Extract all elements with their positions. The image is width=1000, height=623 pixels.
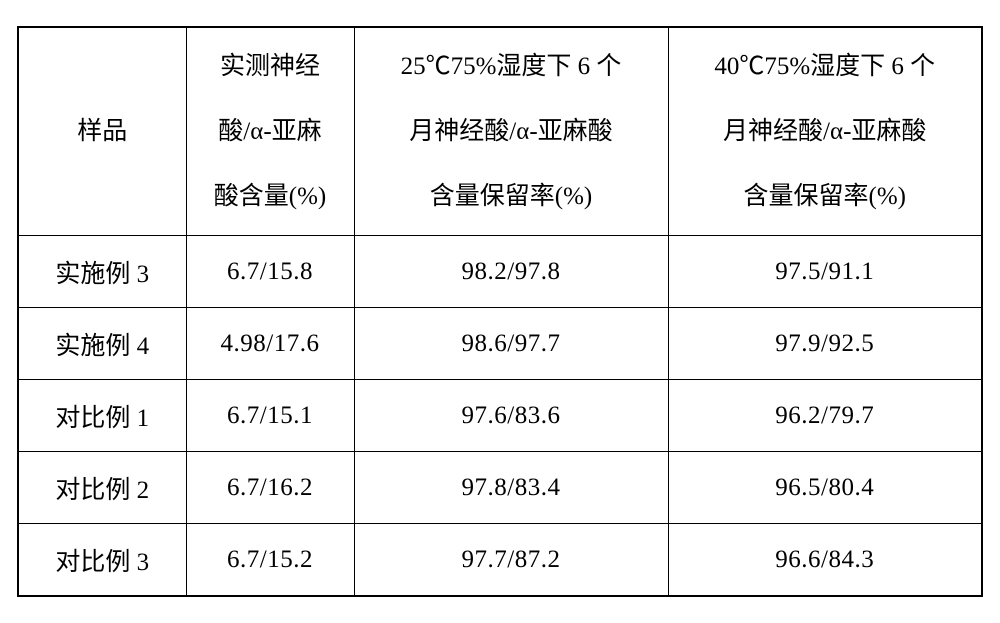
- cell-measured: 6.7/15.2: [186, 524, 354, 596]
- header-measured: 实测神经酸/α-亚麻酸含量(%): [186, 27, 354, 236]
- table-row: 对比例 1 6.7/15.1 97.6/83.6 96.2/79.7: [18, 380, 982, 452]
- header-sample: 样品: [18, 27, 186, 236]
- cell-measured: 6.7/15.8: [186, 236, 354, 308]
- table-row: 对比例 2 6.7/16.2 97.8/83.4 96.5/80.4: [18, 452, 982, 524]
- cell-sample: 实施例 4: [18, 308, 186, 380]
- cell-sample: 对比例 3: [18, 524, 186, 596]
- cell-ret25: 97.8/83.4: [354, 452, 668, 524]
- cell-sample: 对比例 1: [18, 380, 186, 452]
- table-row: 实施例 4 4.98/17.6 98.6/97.7 97.9/92.5: [18, 308, 982, 380]
- cell-measured: 6.7/16.2: [186, 452, 354, 524]
- cell-sample: 实施例 3: [18, 236, 186, 308]
- header-ret25: 25℃75%湿度下 6 个月神经酸/α-亚麻酸含量保留率(%): [354, 27, 668, 236]
- cell-sample: 对比例 2: [18, 452, 186, 524]
- cell-ret40: 96.2/79.7: [668, 380, 982, 452]
- cell-ret25: 97.7/87.2: [354, 524, 668, 596]
- cell-measured: 4.98/17.6: [186, 308, 354, 380]
- cell-ret25: 98.2/97.8: [354, 236, 668, 308]
- cell-ret40: 96.5/80.4: [668, 452, 982, 524]
- cell-ret40: 97.5/91.1: [668, 236, 982, 308]
- table-row: 实施例 3 6.7/15.8 98.2/97.8 97.5/91.1: [18, 236, 982, 308]
- cell-ret40: 97.9/92.5: [668, 308, 982, 380]
- cell-ret25: 98.6/97.7: [354, 308, 668, 380]
- header-row: 样品 实测神经酸/α-亚麻酸含量(%) 25℃75%湿度下 6 个月神经酸/α-…: [18, 27, 982, 236]
- table-row: 对比例 3 6.7/15.2 97.7/87.2 96.6/84.3: [18, 524, 982, 596]
- cell-ret40: 96.6/84.3: [668, 524, 982, 596]
- cell-ret25: 97.6/83.6: [354, 380, 668, 452]
- header-ret40: 40℃75%湿度下 6 个月神经酸/α-亚麻酸含量保留率(%): [668, 27, 982, 236]
- cell-measured: 6.7/15.1: [186, 380, 354, 452]
- data-table: 样品 实测神经酸/α-亚麻酸含量(%) 25℃75%湿度下 6 个月神经酸/α-…: [17, 26, 983, 597]
